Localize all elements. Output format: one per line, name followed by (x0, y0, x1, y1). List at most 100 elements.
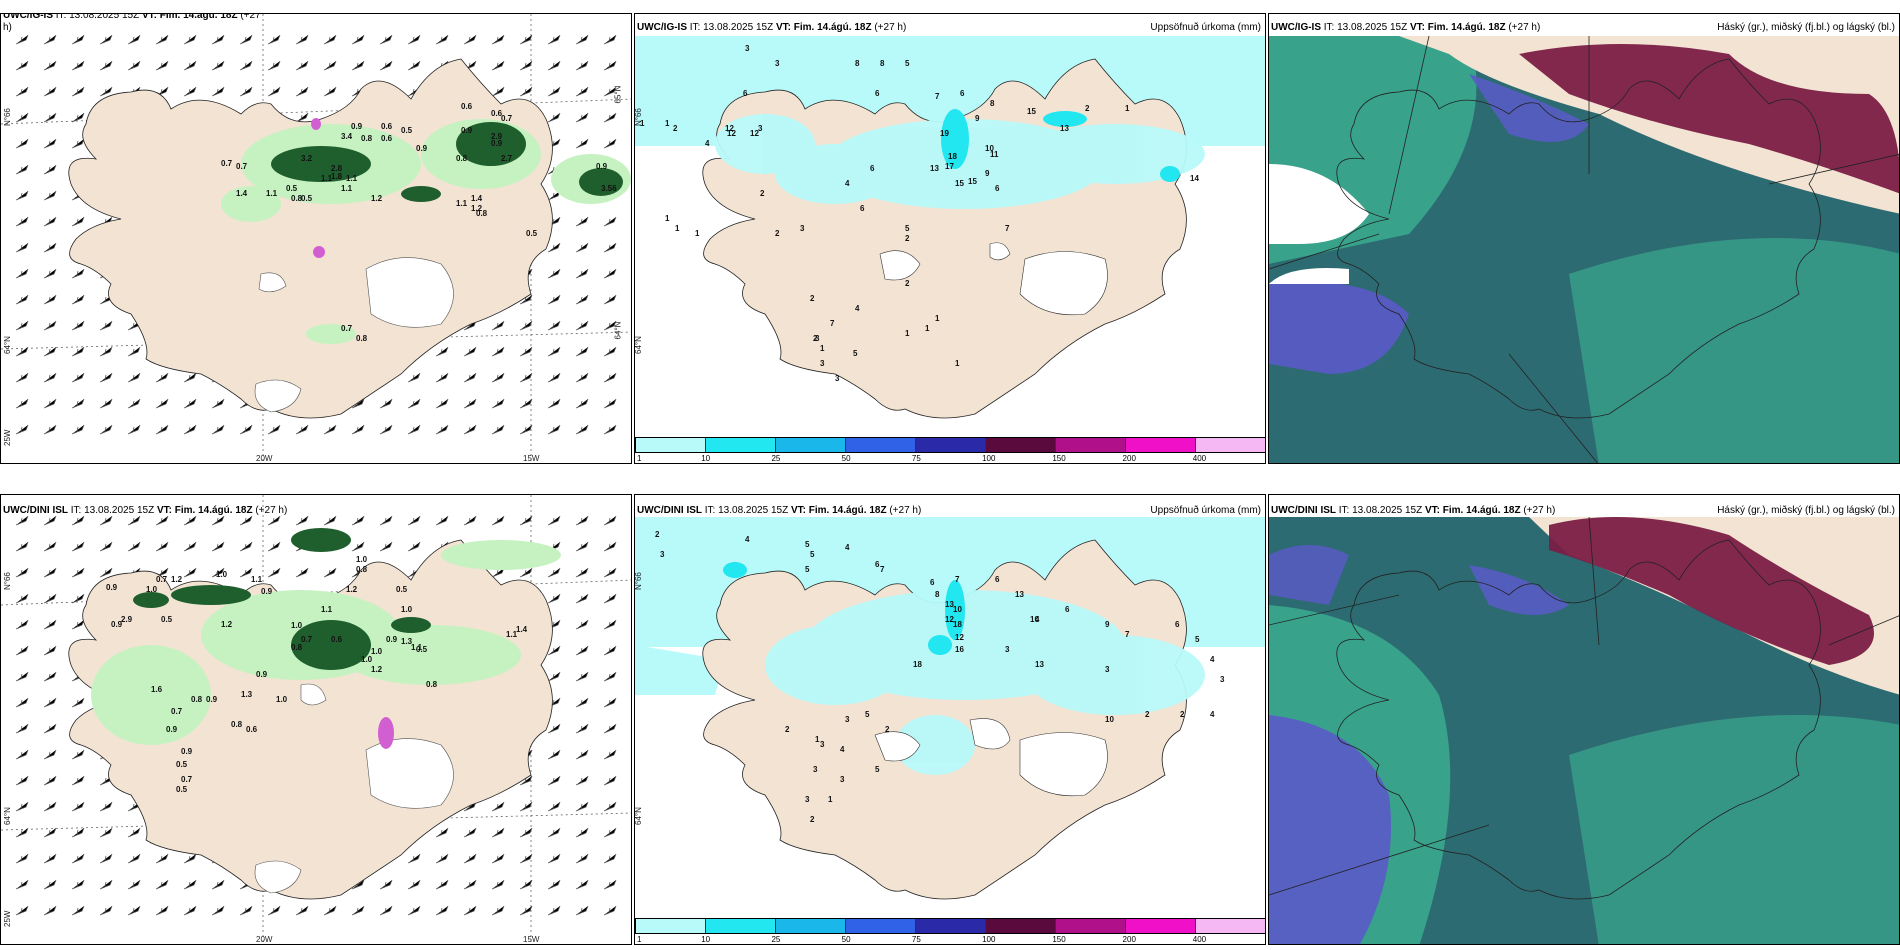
precip-value-label: 0.8 (291, 194, 303, 203)
precip-colorbar (635, 437, 1265, 453)
precip-value-label: 5 (875, 765, 880, 774)
precip-value-label: 0.9 (256, 670, 268, 679)
colorbar-swatch (706, 919, 776, 933)
precip-colorbar (635, 918, 1265, 934)
panel-title: Háský (gr.), miðský (fj.bl.) og lágský (… (1717, 22, 1895, 33)
precip-value-label: 2 (760, 189, 765, 198)
cloud-high (1549, 517, 1874, 665)
precip-value-label: 2 (813, 334, 818, 343)
map-canvas (635, 36, 1265, 419)
precip-value-label: 1 (905, 329, 910, 338)
precip-value-label: 2.7 (501, 154, 513, 163)
precip-value-label: 1.0 (276, 695, 288, 704)
precip-value-label: 0.7 (156, 575, 168, 584)
precip-value-label: 2 (810, 294, 815, 303)
precip-value-label: 4 (855, 304, 860, 313)
lead-time: (+27 h) (874, 22, 907, 33)
precip-value-label: 1 (925, 324, 930, 333)
precip-value-label: 0.8 (361, 134, 373, 143)
panel-header: UWC/DINI ISL IT: 13.08.2025 15Z VT: Fim.… (1271, 505, 1555, 516)
precip-value-label: 0.8 (476, 209, 488, 218)
precip-value-label: 13 (945, 600, 954, 609)
lead-time-wrap: h) (3, 22, 12, 33)
panel-title: Háský (gr.), miðský (fj.bl.) og lágský (… (1717, 505, 1895, 516)
precip-value-label: 1.2 (471, 204, 483, 213)
precip-value-label: 1 (1125, 104, 1130, 113)
precip-value-label: 1.1 (321, 174, 333, 183)
precip-value-label: 13 (1015, 590, 1024, 599)
coastline (1336, 58, 1821, 419)
cloud-teal-south (1569, 715, 1899, 944)
precip-value-label: 0.7 (301, 635, 313, 644)
axis-lat-top: N°66 (3, 572, 12, 590)
precip-value-label: 3 (660, 550, 665, 559)
colorbar-swatch (916, 919, 986, 933)
colorbar-tick-label: 75 (911, 935, 921, 944)
colorbar-tick-label: 100 (982, 454, 996, 463)
precip-value-label: 2 (1180, 710, 1185, 719)
precip-value-label: 1.2 (371, 665, 383, 674)
valid-time: VT: Fim. 14.ágú. 18Z (1409, 22, 1506, 33)
precip-value-label: 0.9 (351, 122, 363, 131)
precip-value-label: 0.7 (171, 707, 183, 716)
precip-value-label: 3 (1220, 675, 1225, 684)
precip-value-label: 0.7 (501, 114, 513, 123)
precip-value-label: 4 (845, 543, 850, 552)
precip-value-label: 0.9 (166, 725, 178, 734)
precip-value-label: 3 (835, 374, 840, 383)
lead-time: (+27 h) (1508, 22, 1541, 33)
precip-value-label: 4 (1210, 655, 1215, 664)
precip-value-label: 0.8 (426, 680, 438, 689)
precip-value-label: 9 (975, 114, 980, 123)
precip-value-label: 2.8 (331, 164, 343, 173)
precip-value-label: 5 (905, 224, 910, 233)
coastline (1336, 539, 1821, 900)
panel-header: UWC/IG-IS IT: 13.08.2025 15Z VT: Fim. 14… (637, 22, 906, 33)
colorbar-tick-label: 50 (841, 454, 851, 463)
precip-value-label: 12 (945, 615, 954, 624)
precip-value-label: 0.8 (356, 334, 368, 343)
precip-value-label: 1 (665, 214, 670, 223)
colorbar-swatch (1056, 438, 1126, 452)
precip-value-label: 6 (875, 560, 880, 569)
init-time: IT: 13.08.2025 15Z (1338, 505, 1423, 516)
region-borders (1269, 35, 1899, 463)
colorbar-swatch (636, 919, 706, 933)
precip-value-label: 5 (805, 540, 810, 549)
colorbar-swatch (776, 438, 846, 452)
precip-value-label: 9 (1105, 620, 1110, 629)
precip-value-label: 3 (820, 740, 825, 749)
precip-value-label: 6 (995, 575, 1000, 584)
cloud-mid-nw (1269, 545, 1349, 605)
colorbar-tick-label: 100 (982, 935, 996, 944)
map-canvas (1, 495, 631, 944)
precip-dark (133, 528, 431, 670)
precip-value-label: 0.9 (106, 583, 118, 592)
precip-value-label: 0.6 (491, 109, 503, 118)
precip-value-label: 18 (953, 620, 962, 629)
valid-time: VT: Fim. 14.ágú. 18Z (775, 22, 872, 33)
precip-value-label: 5 (1195, 635, 1200, 644)
axis-lon-left: 25W (3, 910, 12, 927)
precip-value-label: 1.1 (321, 605, 333, 614)
precip-value-label: 0.5 (526, 229, 538, 238)
axis-lon-left: 25W (3, 429, 12, 446)
region-borders (1269, 516, 1899, 896)
precip-value-label: 2.9 (121, 615, 133, 624)
axis-lat-mid: 64°N (634, 336, 643, 354)
precip-value-label: 1.1 (411, 643, 423, 652)
init-time: IT: 13.08.2025 15Z (689, 22, 774, 33)
precip-value-label: 1.2 (371, 194, 383, 203)
precip-value-label: 8 (880, 59, 885, 68)
precip-value-label: 0.9 (461, 126, 473, 135)
axis-lat-mid: 64°N (3, 336, 12, 354)
colorbar-tick-label: 1 (637, 935, 642, 944)
colorbar-swatch (846, 919, 916, 933)
precip-value-label: 6 (743, 89, 748, 98)
panel-title: Uppsöfnuð úrkoma (mm) (1150, 505, 1261, 516)
precip-value-label: 0.9 (111, 620, 123, 629)
precip-value-label: 1 (695, 229, 700, 238)
precip-cyan-land (765, 590, 1205, 775)
precip-value-label: 7 (830, 319, 835, 328)
precip-value-label: 3 (840, 775, 845, 784)
